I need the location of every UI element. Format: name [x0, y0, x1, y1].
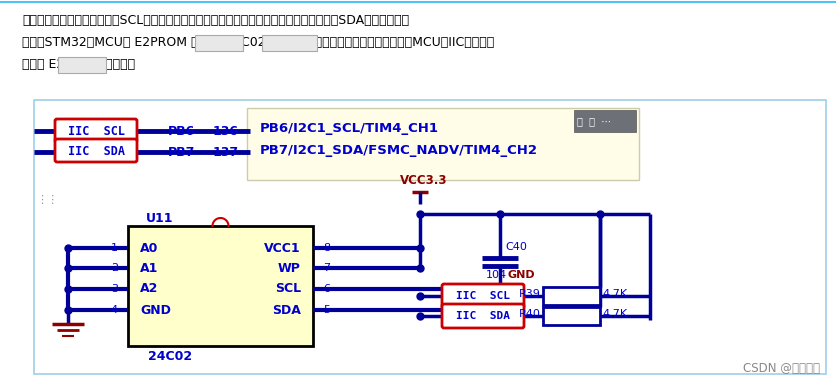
Text: 4: 4 — [111, 305, 118, 315]
Bar — [58, 57, 106, 73]
Text: SDA: SDA — [273, 304, 301, 317]
Text: WP: WP — [278, 262, 301, 275]
Text: 104: 104 — [486, 270, 507, 280]
Text: A1: A1 — [140, 262, 158, 275]
Text: SCL: SCL — [275, 283, 301, 296]
Text: 4.7K: 4.7K — [602, 309, 627, 319]
Bar — [543, 287, 600, 305]
Text: ⋮⋮: ⋮⋮ — [36, 195, 59, 205]
FancyBboxPatch shape — [442, 304, 524, 328]
Text: U11: U11 — [146, 212, 174, 225]
Text: R40: R40 — [519, 309, 541, 319]
Text: CSDN @烤辣大师: CSDN @烤辣大师 — [743, 361, 820, 374]
Text: GND: GND — [140, 304, 171, 317]
Bar — [34, 100, 826, 374]
Text: 完成对 E2PROM 的读写。: 完成对 E2PROM 的读写。 — [22, 58, 135, 71]
Text: PB6: PB6 — [168, 125, 196, 138]
Text: 通信双方约定好通信时钟后，SCL来输出时钟，主机会首先发送要通信的从机地址，然后通过SDA线发送数据。: 通信双方约定好通信时钟后，SCL来输出时钟，主机会首先发送要通信的从机地址，然后… — [22, 14, 409, 27]
Text: 136: 136 — [213, 125, 239, 138]
Text: PB7: PB7 — [168, 146, 196, 159]
Text: A0: A0 — [140, 241, 158, 254]
Text: 下图是STM32的MCU和 E2PROM 芯片 AT24C02 芯片连接的一个典型电路图。通过程序控制MCU的IIC控制器来: 下图是STM32的MCU和 E2PROM 芯片 AT24C02 芯片连接的一个典… — [22, 36, 494, 49]
Bar — [247, 108, 639, 180]
Text: A2: A2 — [140, 283, 158, 296]
Text: PB7/I2C1_SDA/FSMC_NADV/TIM4_CH2: PB7/I2C1_SDA/FSMC_NADV/TIM4_CH2 — [260, 144, 538, 157]
Text: IIC  SDA: IIC SDA — [68, 144, 125, 157]
Text: 4.7K: 4.7K — [602, 289, 627, 299]
Text: ⧉  ⧉  ⋯: ⧉ ⧉ ⋯ — [577, 116, 611, 126]
Text: IIC  SDA: IIC SDA — [456, 311, 510, 321]
Text: VCC1: VCC1 — [264, 241, 301, 254]
Bar — [543, 307, 600, 325]
Text: IIC  SCL: IIC SCL — [68, 125, 125, 138]
Text: 137: 137 — [213, 146, 239, 159]
Bar — [195, 35, 243, 51]
Text: VCC3.3: VCC3.3 — [400, 173, 447, 186]
FancyBboxPatch shape — [55, 139, 137, 162]
Bar — [574, 110, 636, 132]
Text: R39: R39 — [519, 289, 541, 299]
Text: 24C02: 24C02 — [148, 350, 192, 363]
FancyBboxPatch shape — [55, 119, 137, 142]
Text: GND: GND — [508, 270, 536, 280]
Bar — [128, 226, 313, 346]
Bar — [262, 35, 317, 51]
Text: PB6/I2C1_SCL/TIM4_CH1: PB6/I2C1_SCL/TIM4_CH1 — [260, 121, 439, 134]
Text: IIC  SCL: IIC SCL — [456, 291, 510, 301]
Text: 3: 3 — [111, 284, 118, 294]
Text: 1: 1 — [111, 243, 118, 253]
FancyBboxPatch shape — [442, 284, 524, 308]
Text: 6: 6 — [323, 284, 330, 294]
Text: 5: 5 — [323, 305, 330, 315]
Text: 2: 2 — [111, 263, 118, 273]
Text: 8: 8 — [323, 243, 330, 253]
Text: C40: C40 — [505, 242, 527, 252]
Text: 7: 7 — [323, 263, 330, 273]
